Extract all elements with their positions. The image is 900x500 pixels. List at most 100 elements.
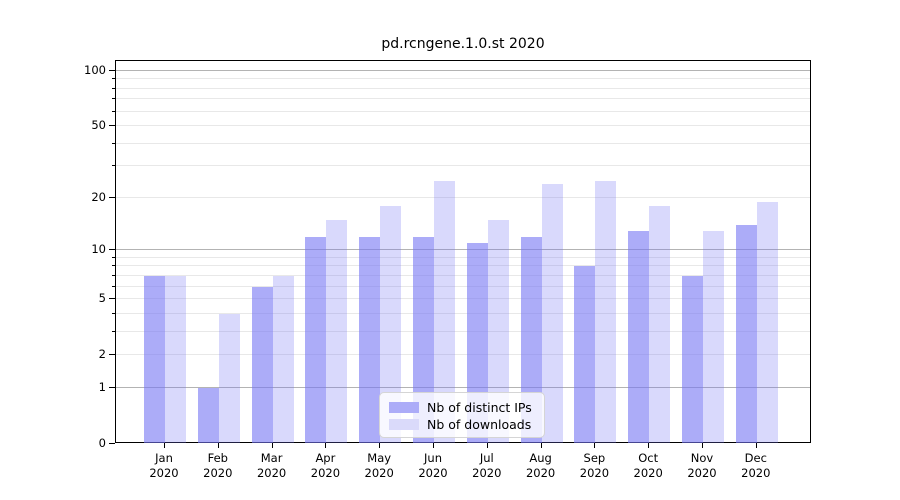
x-tick-label-apr: Apr 2020: [293, 451, 357, 481]
minor-gridline: [116, 98, 810, 100]
x-tick: [540, 443, 542, 448]
bar-downloads-apr: [326, 219, 348, 443]
minor-gridline: [116, 274, 810, 276]
x-tick-label-line: 2020: [687, 466, 717, 480]
y-minor-tick: [112, 285, 115, 287]
x-tick-label-may: May 2020: [347, 451, 411, 481]
legend-swatch-downloads: [389, 418, 419, 430]
major-gridline: [116, 249, 810, 251]
minor-gridline: [116, 312, 810, 314]
y-minor-tick: [112, 78, 115, 80]
y-minor-tick: [112, 110, 115, 112]
x-tick-label-line: 2020: [310, 466, 341, 480]
x-tick-label-line: Mar: [260, 451, 283, 465]
x-tick: [325, 443, 327, 448]
x-tick-label-line: Jun: [424, 451, 442, 465]
x-tick-label-jun: Jun 2020: [401, 451, 465, 481]
bar-downloads-mar: [272, 275, 294, 443]
x-tick-label-line: Oct: [638, 451, 659, 465]
y-minor-tick: [112, 87, 115, 89]
y-tick: [109, 125, 115, 127]
x-tick-label-nov: Nov 2020: [670, 451, 734, 481]
bar-distinct-ips-aug: [520, 236, 542, 443]
minor-gridline: [116, 354, 810, 356]
bar-downloads-aug: [541, 183, 563, 443]
y-minor-tick: [112, 330, 115, 332]
x-tick-label-line: Jul: [479, 451, 494, 465]
y-minor-tick: [112, 165, 115, 167]
x-tick-label-jul: Jul 2020: [455, 451, 519, 481]
y-tick: [109, 386, 115, 388]
x-tick-label-line: Aug: [529, 451, 552, 465]
x-tick-label-mar: Mar 2020: [240, 451, 304, 481]
x-tick: [271, 443, 273, 448]
bar-downloads-jul: [487, 219, 509, 443]
y-tick-label: 5: [98, 291, 106, 306]
x-tick-label-line: 2020: [472, 466, 502, 480]
minor-gridline: [116, 78, 810, 80]
bar-downloads-may: [380, 205, 402, 443]
bar-distinct-ips-apr: [305, 236, 327, 443]
minor-gridline: [116, 265, 810, 267]
bar-downloads-feb: [218, 313, 240, 443]
x-tick-label-line: 2020: [149, 466, 179, 480]
y-tick-label: 2: [98, 347, 106, 362]
bar-distinct-ips-sep: [574, 266, 596, 443]
x-tick-label-line: 2020: [418, 466, 448, 480]
x-tick-label-line: Nov: [690, 451, 714, 465]
y-minor-tick: [112, 256, 115, 258]
x-tick: [486, 443, 488, 448]
major-gridline: [116, 386, 810, 388]
minor-gridline: [116, 110, 810, 112]
bar-distinct-ips-dec: [735, 225, 757, 443]
minor-gridline: [116, 298, 810, 300]
x-tick-label-line: 2020: [525, 466, 556, 480]
legend-label-downloads: Nb of downloads: [427, 416, 532, 432]
bar-downloads-nov: [703, 230, 724, 443]
legend-item-distinct-ips: Nb of distinct IPs: [389, 399, 536, 415]
x-tick-label-line: 2020: [203, 466, 233, 480]
x-tick-label-line: Jan: [155, 451, 173, 465]
x-tick: [164, 443, 165, 448]
y-minor-tick: [112, 274, 115, 276]
y-tick-label: 50: [91, 118, 106, 133]
y-tick-label: 20: [91, 189, 106, 204]
minor-gridline: [116, 330, 810, 332]
x-tick: [379, 443, 381, 448]
x-tick-label-feb: Feb 2020: [186, 451, 250, 481]
bar-distinct-ips-nov: [682, 275, 703, 443]
x-tick-label-line: Feb: [207, 451, 228, 465]
minor-gridline: [116, 87, 810, 89]
y-minor-tick: [112, 98, 115, 100]
x-tick-label-aug: Aug 2020: [509, 451, 573, 481]
minor-gridline: [116, 142, 810, 144]
chart-title: pd.rcngene.1.0.st 2020: [381, 36, 545, 52]
minor-gridline: [116, 165, 810, 167]
major-gridline: [116, 69, 810, 71]
legend-item-downloads: Nb of downloads: [389, 416, 536, 432]
bar-downloads-sep: [595, 180, 617, 443]
y-tick: [109, 69, 115, 71]
y-tick: [109, 443, 115, 444]
legend-swatch-distinct-ips: [389, 401, 419, 413]
y-minor-tick: [112, 142, 115, 144]
bar-distinct-ips-may: [359, 236, 381, 443]
legend: Nb of distinct IPs Nb of downloads: [379, 392, 545, 438]
x-tick-label-line: Dec: [744, 451, 767, 465]
bar-distinct-ips-jun: [413, 236, 434, 443]
x-tick: [755, 443, 757, 448]
y-tick: [109, 196, 115, 198]
x-tick: [594, 443, 596, 448]
x-tick-label-jan: Jan 2020: [132, 451, 196, 481]
x-tick: [648, 443, 650, 448]
legend-label-distinct-ips: Nb of distinct IPs: [427, 399, 532, 415]
x-tick-label-line: May: [367, 451, 392, 465]
y-tick-label: 10: [91, 242, 106, 257]
y-minor-tick: [112, 265, 115, 267]
y-tick: [109, 249, 115, 251]
x-tick-label-line: 2020: [256, 466, 287, 480]
bar-downloads-jun: [434, 180, 455, 443]
x-tick-label-line: 2020: [633, 466, 663, 480]
bar-distinct-ips-mar: [251, 286, 273, 443]
